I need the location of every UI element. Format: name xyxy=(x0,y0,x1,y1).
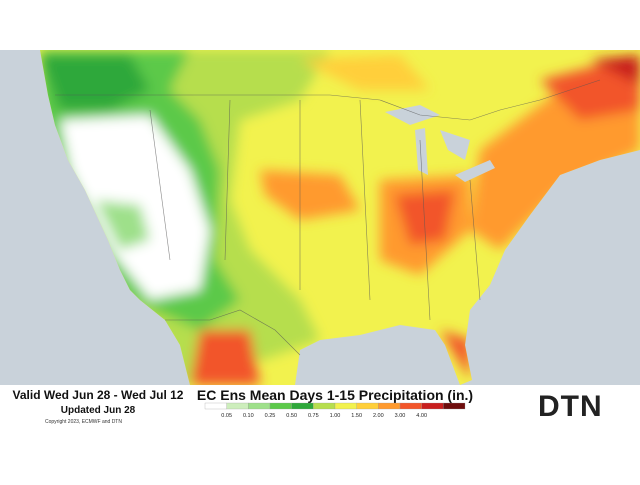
legend-label: 0.05 xyxy=(221,413,232,419)
legend-swatch xyxy=(399,402,422,410)
legend-label: 3.00 xyxy=(395,413,406,419)
legend-swatch xyxy=(356,402,379,410)
legend: 0.05 0.10 0.25 0.50 0.75 1.00 1.50 2.00 3.00 4.00 xyxy=(204,402,466,419)
legend-swatch xyxy=(313,402,336,410)
logo: DTN xyxy=(538,390,603,423)
legend-label: 2.00 xyxy=(373,413,384,419)
valid-text: Valid Wed Jun 28 - Wed Jul 12 xyxy=(13,388,184,402)
legend-label: 1.00 xyxy=(330,413,341,419)
updated-text: Updated Jun 28 xyxy=(61,405,136,416)
map-title: EC Ens Mean Days 1-15 Precipitation (in.… xyxy=(197,387,473,403)
legend-swatch xyxy=(269,402,292,410)
legend-label: 0.25 xyxy=(265,413,276,419)
great-lakes xyxy=(385,105,495,182)
legend-swatch xyxy=(334,402,357,410)
precip-blobs xyxy=(40,50,640,385)
copyright: Copyright 2023, ECMWF and DTN xyxy=(45,419,122,425)
borders xyxy=(55,79,601,356)
legend-swatch xyxy=(204,402,227,410)
legend-label: 4.00 xyxy=(416,413,427,419)
legend-swatch xyxy=(443,402,466,410)
legend-swatch xyxy=(248,402,271,410)
legend-swatch xyxy=(291,402,314,410)
legend-label: 0.10 xyxy=(243,413,254,419)
legend-swatch xyxy=(226,402,249,410)
legend-swatch xyxy=(421,402,444,410)
legend-label: 0.50 xyxy=(286,413,297,419)
legend-label: 0.75 xyxy=(308,413,319,419)
legend-label: 1.50 xyxy=(351,413,362,419)
legend-swatch xyxy=(378,402,401,410)
